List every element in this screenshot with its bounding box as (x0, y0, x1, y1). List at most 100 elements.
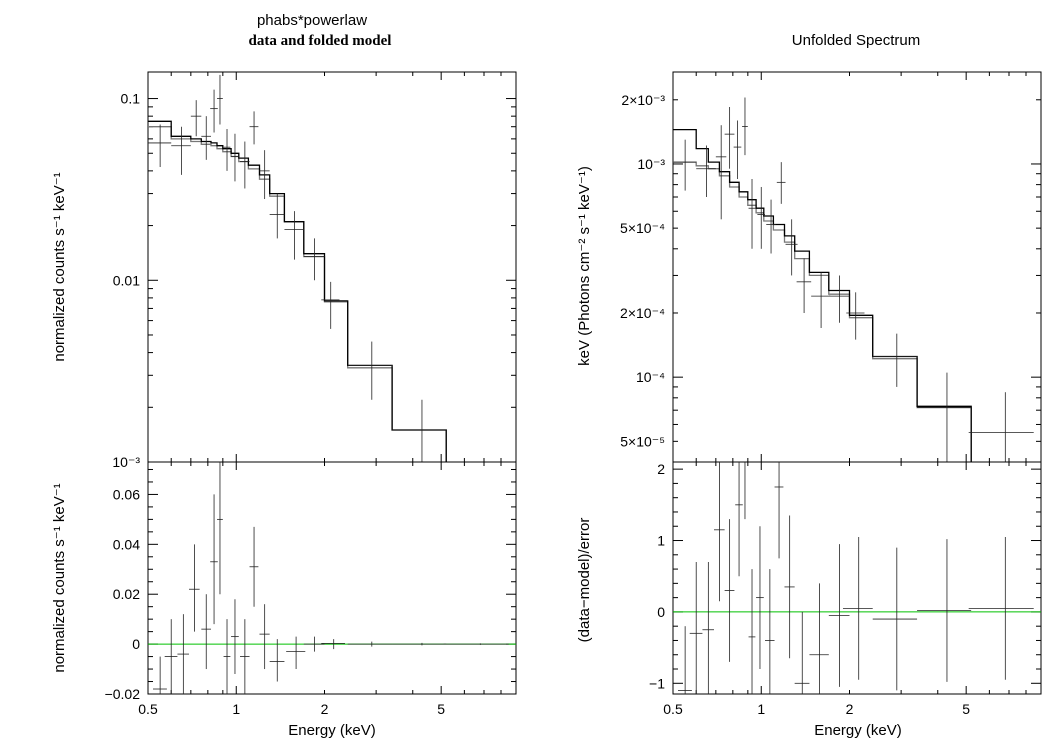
right-chart-title: Unfolded Spectrum (792, 32, 920, 49)
data-point (217, 462, 223, 595)
y-tick-label: 1 (657, 533, 665, 549)
left-chart-title: phabs*powerlaw (257, 12, 367, 29)
data-point (303, 238, 325, 281)
data-point (259, 604, 270, 670)
data-point (286, 636, 306, 670)
data-point (714, 462, 725, 602)
data-point (715, 125, 727, 220)
y-tick-label: 0.04 (113, 536, 140, 552)
plot-frame (672, 71, 1042, 463)
data-point (347, 641, 393, 647)
left-bottom-y-axis-label: normalized counts s⁻¹ keV⁻¹ (51, 483, 68, 672)
model-curve-secondary (673, 161, 972, 462)
x-tick-label: 0.5 (138, 701, 158, 717)
right-x-axis-label: Energy (keV) (814, 722, 902, 739)
data-point (846, 292, 865, 340)
data-point (748, 569, 756, 694)
left-chart-subtitle: data and folded model (249, 33, 392, 49)
data-point (917, 372, 972, 462)
data-point (392, 399, 447, 462)
y-tick-label: 0.02 (113, 586, 140, 602)
data-point (696, 145, 716, 197)
plot-frame (147, 461, 517, 695)
left-top-panel: 0.1 0.01 10⁻³ (112, 71, 517, 470)
data-point (689, 561, 703, 694)
data-point (164, 619, 178, 694)
data-point (443, 643, 509, 645)
data-point (702, 561, 715, 694)
data-point (201, 116, 211, 160)
data-point (917, 539, 972, 682)
data-point (872, 333, 918, 387)
data-point (210, 89, 218, 133)
data-point (742, 97, 748, 156)
data-point (872, 547, 918, 691)
data-point (828, 544, 850, 687)
y-tick-label: 0 (132, 636, 140, 652)
y-tick-label: 2 (657, 461, 665, 477)
data-point (766, 199, 776, 254)
data-point (249, 111, 259, 145)
model-curve-secondary (148, 126, 447, 462)
data-point (756, 526, 764, 670)
data-point (217, 74, 223, 125)
data-point (259, 150, 270, 200)
y-tick-label: 0.01 (113, 272, 140, 288)
data-point (321, 281, 340, 329)
data-point (735, 462, 743, 577)
data-point (269, 193, 285, 239)
right-top-y-axis-label: keV (Photons cm⁻² s⁻¹ keV⁻¹) (576, 166, 593, 366)
data-point (809, 583, 829, 694)
data-point (677, 626, 692, 694)
data-point (811, 272, 831, 329)
data-point (765, 569, 775, 694)
data-point (785, 219, 798, 276)
y-tick-label: 0 (657, 604, 665, 620)
plot-frame (672, 461, 1042, 695)
data-point (152, 656, 167, 694)
data-point (828, 275, 850, 323)
x-tick-label: 5 (962, 701, 970, 717)
data-point (210, 494, 218, 625)
data-point (842, 536, 873, 680)
data-point (190, 100, 202, 137)
data-point (303, 636, 325, 652)
data-point (347, 341, 393, 400)
right-bottom-panel: 2 1 0 −1 0.5 1 2 5 (649, 461, 1042, 717)
y-tick-label: 2×10⁻⁴ (620, 305, 665, 321)
x-tick-label: 1 (757, 701, 765, 717)
x-tick-label: 5 (437, 701, 445, 717)
data-point (757, 186, 766, 249)
data-point (673, 139, 697, 191)
y-tick-label: 5×10⁻⁵ (620, 433, 665, 449)
plot-frame (147, 71, 517, 463)
data-point (748, 179, 756, 249)
data-point (189, 544, 200, 632)
data-point (240, 141, 250, 189)
data-point (321, 639, 346, 650)
data-point (968, 536, 1034, 680)
x-tick-label: 0.5 (663, 701, 683, 717)
data-point (223, 128, 231, 171)
data-point (733, 120, 742, 180)
model-curve (148, 120, 447, 462)
data-point (724, 107, 735, 169)
data-point (249, 526, 259, 607)
data-point (794, 611, 810, 694)
data-point (148, 124, 172, 168)
y-tick-label: 5×10⁻⁴ (620, 220, 665, 236)
data-point (784, 515, 795, 659)
data-point (776, 162, 786, 204)
y-tick-label: −0.02 (105, 686, 141, 702)
data-point (392, 642, 447, 646)
data-point (284, 211, 304, 260)
x-tick-label: 2 (321, 701, 329, 717)
data-point (201, 594, 211, 670)
data-point (231, 599, 239, 675)
data-point (269, 639, 285, 682)
y-tick-label: 10⁻³ (637, 156, 665, 172)
y-tick-label: 0.1 (121, 91, 141, 107)
x-tick-label: 2 (846, 701, 854, 717)
